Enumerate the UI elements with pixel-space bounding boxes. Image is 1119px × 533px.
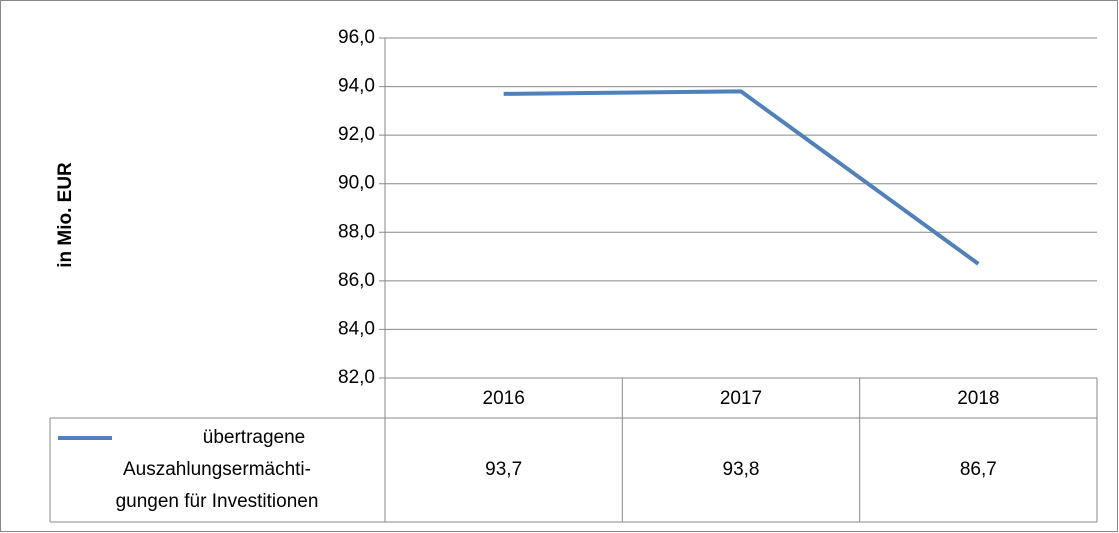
y-tick-label: 86,0 bbox=[338, 270, 375, 291]
y-tick-label: 92,0 bbox=[338, 124, 375, 145]
y-tick-label: 82,0 bbox=[338, 367, 375, 388]
table-value: 93,7 bbox=[485, 459, 522, 480]
legend-label: übertragene Auszahlungsermächti-gungen fü… bbox=[116, 427, 319, 512]
table-value: 86,7 bbox=[960, 459, 997, 480]
y-tick-label: 96,0 bbox=[338, 27, 375, 48]
y-axis-label: in Mio. EUR bbox=[55, 162, 76, 268]
x-tick-label: 2017 bbox=[720, 388, 762, 409]
x-tick-label: 2018 bbox=[957, 388, 999, 409]
y-tick-label: 84,0 bbox=[338, 318, 375, 339]
x-tick-label: 2016 bbox=[483, 388, 525, 409]
table-value: 93,8 bbox=[723, 459, 760, 480]
y-tick-label: 90,0 bbox=[338, 173, 375, 194]
line-series bbox=[503, 89, 980, 266]
y-tick-label: 94,0 bbox=[338, 76, 375, 97]
y-tick-label: 88,0 bbox=[338, 221, 375, 242]
